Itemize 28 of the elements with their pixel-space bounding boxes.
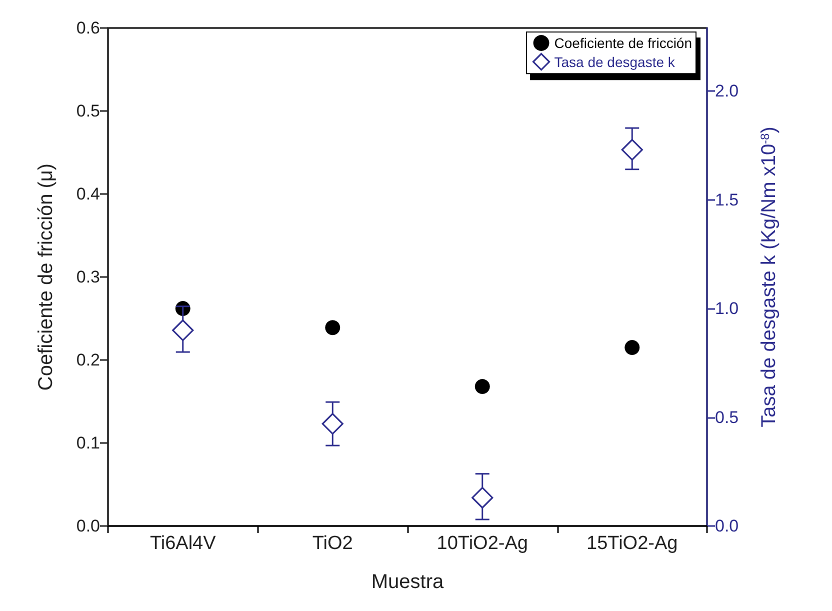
x-tick-label: TiO2 (312, 533, 353, 554)
y-tick-label: 0.2 (76, 350, 100, 370)
y-tick-label: 0.4 (76, 184, 100, 204)
y-tick-label: 0.1 (76, 434, 100, 452)
point (172, 319, 194, 342)
x-tick-label: 15TiO2-Ag (586, 533, 678, 554)
y2-axis-title: Tasa de desgaste k (Kg/Nm x10-8) (758, 126, 780, 428)
y2-tick-label: 0.0 (715, 516, 739, 536)
point (621, 138, 643, 161)
y2-tick-label: 1.0 (715, 299, 739, 318)
y2-tick-label: 0.5 (715, 408, 739, 427)
legend-label: Coeficiente de fricción (554, 35, 692, 51)
x-tick-label: 10TiO2-Ag (436, 533, 528, 554)
point (472, 486, 494, 509)
y2-tick-label: 2.0 (715, 82, 739, 101)
y-tick-label: 0.6 (76, 18, 100, 38)
y-axis-title: Coeficiente de fricción (μ) (35, 163, 57, 391)
point (322, 412, 344, 435)
x-tick-label: Ti6Al4V (150, 533, 216, 554)
y-tick-label: 0.3 (76, 268, 100, 286)
y-tick-label: 0.5 (76, 102, 100, 120)
point (325, 320, 340, 336)
y2-tick-label: 1.5 (715, 190, 739, 210)
legend-label: Tasa de desgaste k (554, 54, 676, 70)
y-tick-label: 0.0 (76, 516, 100, 536)
point (624, 340, 640, 356)
x-axis-title: Muestra (371, 571, 444, 593)
point (474, 379, 490, 394)
